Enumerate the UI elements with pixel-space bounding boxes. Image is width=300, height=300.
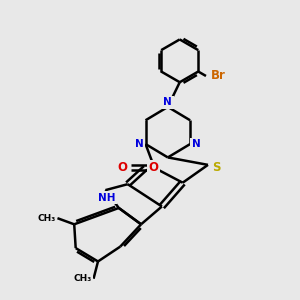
Text: O: O [117,161,128,174]
Text: Br: Br [210,70,225,83]
Text: NH: NH [98,193,116,202]
Text: S: S [212,161,220,174]
Text: N: N [135,139,144,149]
Text: N: N [192,139,200,149]
Text: N: N [164,98,172,107]
Text: CH₃: CH₃ [38,214,56,223]
Text: CH₃: CH₃ [74,274,92,283]
Text: O: O [149,161,159,174]
